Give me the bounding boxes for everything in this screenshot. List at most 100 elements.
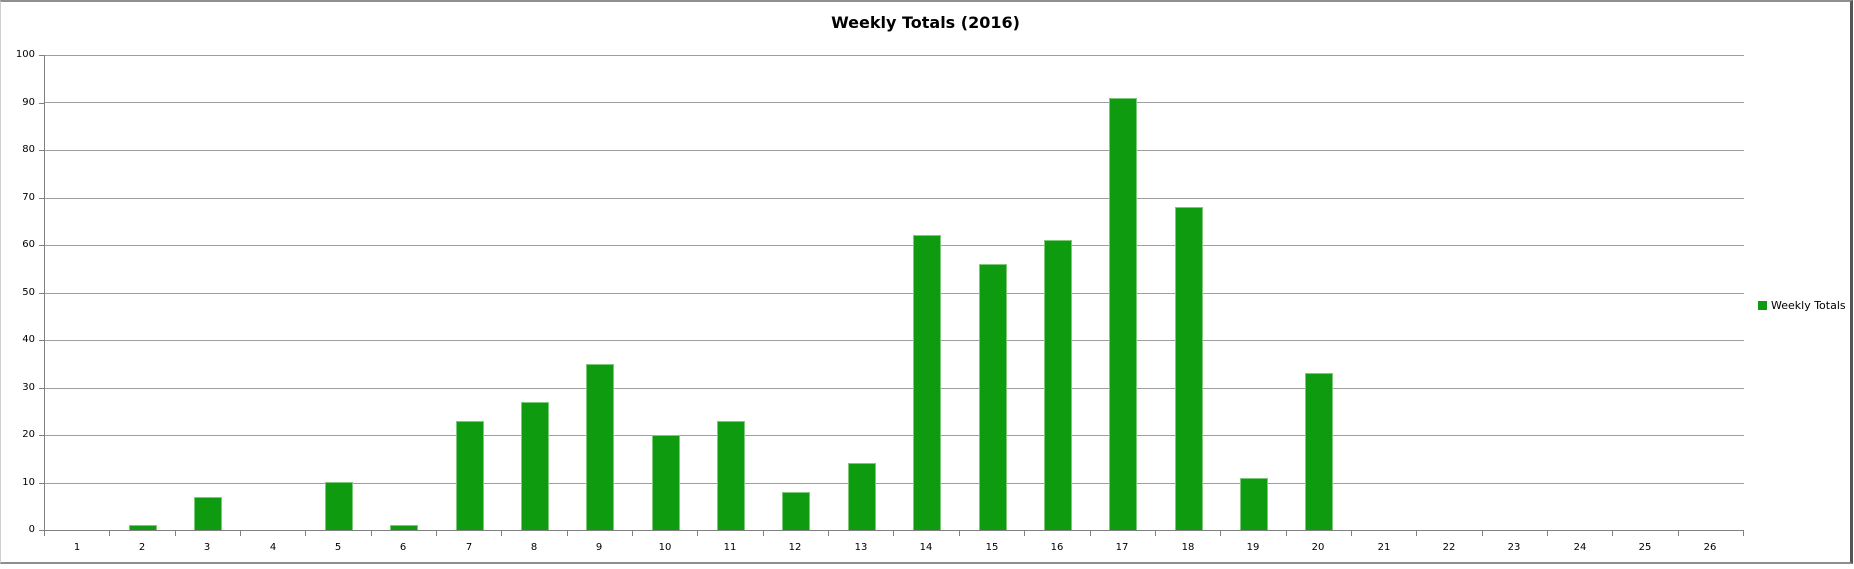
x-tick-label: 21 bbox=[1377, 542, 1391, 553]
legend-label: Weekly Totals bbox=[1771, 299, 1846, 312]
bar-week-18 bbox=[1175, 207, 1203, 530]
x-tick-label: 14 bbox=[919, 542, 933, 553]
bar-week-14 bbox=[913, 235, 941, 530]
x-tick-mark bbox=[501, 531, 502, 536]
y-gridline bbox=[45, 198, 1744, 199]
chart-title: Weekly Totals (2016) bbox=[831, 13, 1020, 32]
y-gridline bbox=[45, 435, 1744, 436]
y-gridline bbox=[45, 388, 1744, 389]
y-tick-mark bbox=[39, 388, 44, 389]
y-tick-mark bbox=[39, 293, 44, 294]
y-gridline bbox=[45, 483, 1744, 484]
y-tick-label: 0 bbox=[28, 524, 35, 535]
y-tick-mark bbox=[39, 55, 44, 56]
x-tick-label: 7 bbox=[465, 542, 473, 553]
y-tick-label: 20 bbox=[22, 429, 35, 440]
legend: Weekly Totals bbox=[1758, 299, 1846, 312]
bar-week-7 bbox=[456, 421, 484, 530]
y-tick-label: 50 bbox=[22, 287, 35, 298]
y-tick-mark bbox=[39, 483, 44, 484]
x-tick-mark bbox=[240, 531, 241, 536]
x-tick-mark bbox=[1612, 531, 1613, 536]
bar-week-15 bbox=[979, 264, 1007, 530]
bar-week-6 bbox=[390, 525, 418, 530]
x-tick-mark bbox=[763, 531, 764, 536]
x-tick-label: 2 bbox=[138, 542, 146, 553]
x-tick-mark bbox=[1482, 531, 1483, 536]
x-tick-label: 23 bbox=[1507, 542, 1521, 553]
x-tick-label: 13 bbox=[854, 542, 868, 553]
bar-week-5 bbox=[325, 482, 353, 530]
y-gridline bbox=[45, 340, 1744, 341]
x-tick-mark bbox=[828, 531, 829, 536]
x-tick-mark bbox=[436, 531, 437, 536]
legend-swatch bbox=[1758, 301, 1767, 310]
x-tick-mark bbox=[959, 531, 960, 536]
plot-area bbox=[44, 55, 1744, 531]
x-tick-label: 11 bbox=[723, 542, 737, 553]
y-tick-mark bbox=[39, 198, 44, 199]
x-tick-mark bbox=[1090, 531, 1091, 536]
x-tick-mark bbox=[1678, 531, 1679, 536]
y-tick-label: 30 bbox=[22, 382, 35, 393]
x-tick-mark bbox=[1155, 531, 1156, 536]
x-tick-mark bbox=[371, 531, 372, 536]
y-gridline bbox=[45, 150, 1744, 151]
y-tick-label: 90 bbox=[22, 97, 35, 108]
x-tick-label: 15 bbox=[985, 542, 999, 553]
x-tick-mark bbox=[567, 531, 568, 536]
x-tick-mark bbox=[1416, 531, 1417, 536]
bar-week-12 bbox=[782, 492, 810, 530]
y-tick-label: 60 bbox=[22, 239, 35, 250]
x-tick-mark bbox=[175, 531, 176, 536]
y-tick-label: 80 bbox=[22, 144, 35, 155]
x-tick-label: 1 bbox=[73, 542, 81, 553]
bar-week-10 bbox=[652, 435, 680, 530]
x-tick-label: 4 bbox=[269, 542, 277, 553]
bar-week-19 bbox=[1240, 478, 1268, 530]
x-tick-label: 19 bbox=[1246, 542, 1260, 553]
x-tick-label: 22 bbox=[1442, 542, 1456, 553]
bar-week-3 bbox=[194, 497, 222, 530]
x-tick-mark bbox=[305, 531, 306, 536]
bar-week-20 bbox=[1305, 373, 1333, 530]
x-tick-mark bbox=[697, 531, 698, 536]
x-tick-label: 16 bbox=[1050, 542, 1064, 553]
bar-week-17 bbox=[1109, 98, 1137, 530]
x-tick-mark bbox=[1351, 531, 1352, 536]
x-tick-label: 5 bbox=[334, 542, 342, 553]
y-tick-mark bbox=[39, 435, 44, 436]
x-tick-mark bbox=[1220, 531, 1221, 536]
y-tick-mark bbox=[39, 150, 44, 151]
y-tick-label: 70 bbox=[22, 192, 35, 203]
x-tick-label: 3 bbox=[203, 542, 211, 553]
x-tick-label: 17 bbox=[1115, 542, 1129, 553]
x-tick-mark bbox=[893, 531, 894, 536]
x-tick-label: 18 bbox=[1181, 542, 1195, 553]
x-tick-label: 20 bbox=[1311, 542, 1325, 553]
x-tick-mark bbox=[44, 531, 45, 536]
y-tick-mark bbox=[39, 340, 44, 341]
x-tick-label: 24 bbox=[1573, 542, 1587, 553]
x-tick-label: 10 bbox=[658, 542, 672, 553]
x-tick-label: 6 bbox=[399, 542, 407, 553]
x-tick-mark bbox=[1024, 531, 1025, 536]
x-tick-mark bbox=[1286, 531, 1287, 536]
y-gridline bbox=[45, 102, 1744, 103]
x-tick-label: 25 bbox=[1638, 542, 1652, 553]
y-tick-mark bbox=[39, 530, 44, 531]
y-tick-label: 10 bbox=[22, 477, 35, 488]
bar-week-13 bbox=[848, 463, 876, 530]
y-tick-label: 40 bbox=[22, 334, 35, 345]
y-gridline bbox=[45, 293, 1744, 294]
y-tick-label: 100 bbox=[15, 49, 35, 60]
y-tick-mark bbox=[39, 245, 44, 246]
y-tick-mark bbox=[39, 103, 44, 104]
x-tick-label: 8 bbox=[530, 542, 538, 553]
x-tick-label: 26 bbox=[1703, 542, 1717, 553]
x-tick-mark bbox=[632, 531, 633, 536]
bar-week-9 bbox=[586, 364, 614, 530]
bar-week-8 bbox=[521, 402, 549, 530]
